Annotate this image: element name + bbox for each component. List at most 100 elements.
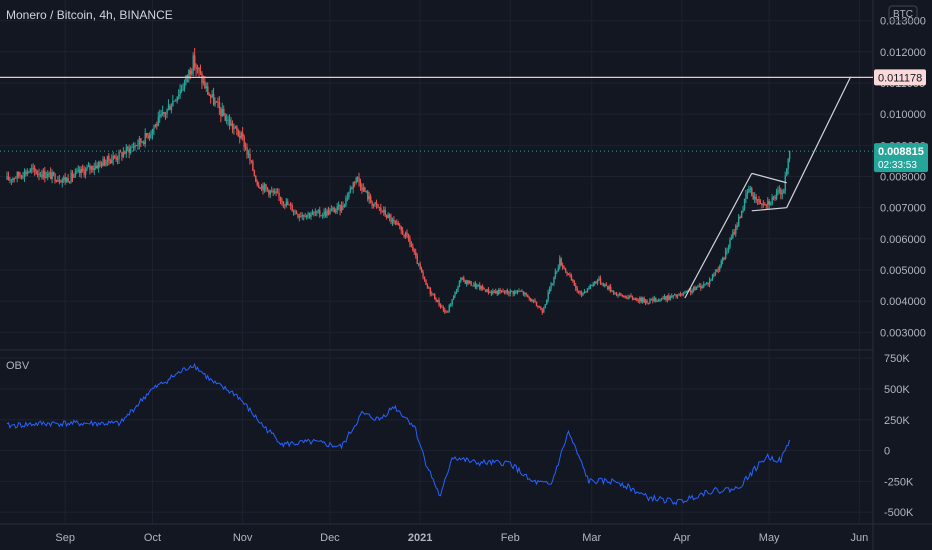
candle-body (674, 294, 676, 296)
candle-body (68, 181, 71, 183)
trendline-group[interactable] (684, 76, 852, 299)
candle-body (311, 212, 314, 215)
candle-body (489, 292, 491, 293)
candle-body (39, 174, 42, 176)
time-tick-label: Apr (673, 532, 690, 544)
price-tick-label: 0.003000 (880, 327, 926, 339)
candle-body (740, 211, 743, 219)
candle-body (70, 172, 72, 182)
candle-body (50, 172, 52, 180)
candle-body (95, 165, 97, 169)
candle-body (739, 217, 741, 219)
candle-body (594, 281, 596, 284)
candle-body (36, 173, 39, 175)
candle-body (359, 182, 362, 188)
candle-body (592, 283, 594, 286)
candle-body (368, 196, 370, 200)
obv-tick-label: 500K (884, 384, 910, 396)
candle-body (31, 168, 33, 170)
candle-body (425, 279, 427, 285)
candle-body (266, 187, 269, 190)
candle-body (332, 208, 334, 210)
candle-body (631, 296, 634, 299)
candle-body (432, 293, 434, 295)
time-tick-label: Feb (501, 532, 520, 544)
candle-body (308, 213, 311, 217)
candle-body (682, 293, 685, 295)
candle-body (173, 100, 176, 102)
trendline (751, 172, 787, 184)
candle-body (63, 177, 65, 180)
candle-body (242, 132, 244, 137)
candle-body (426, 284, 429, 288)
candle-body (713, 274, 715, 276)
candle-body (298, 215, 301, 218)
candle-body (387, 214, 389, 218)
candle-body (370, 196, 372, 203)
price-tick-label: 0.004000 (880, 296, 926, 308)
candle-body (51, 171, 53, 180)
candle-body (711, 274, 714, 280)
candle-body (390, 217, 392, 223)
time-tick-label: Sep (55, 532, 75, 544)
candle-body (468, 281, 471, 284)
trendline (751, 207, 787, 212)
candle-body (607, 286, 609, 290)
obv-axis[interactable]: 750K 500K 250K 0 -250K -500K (884, 353, 914, 519)
candle-body (205, 86, 208, 89)
candle-body (464, 280, 466, 284)
candle-body (28, 171, 30, 173)
candle-body (92, 166, 94, 170)
candle-body (276, 192, 279, 194)
candle-body (319, 210, 321, 216)
currency-badge[interactable]: BTC (888, 5, 918, 22)
candle-body (106, 155, 109, 163)
candle-body (554, 271, 557, 277)
candle-body (87, 165, 90, 168)
candle-body (450, 304, 452, 306)
candle-body (538, 307, 541, 308)
candle-body (240, 132, 242, 138)
candle-body (487, 289, 490, 293)
candle-body (403, 234, 405, 237)
candle-body (442, 307, 445, 310)
candle-body (735, 225, 737, 234)
candle-body (234, 126, 237, 129)
candle-body (633, 298, 635, 301)
candle-body (751, 188, 753, 196)
horizontal-line-group[interactable]: 0.011178 (0, 69, 926, 86)
candle-body (44, 170, 46, 178)
obv-label[interactable]: OBV (6, 360, 30, 372)
candle-body (553, 276, 555, 284)
symbol-title[interactable]: Monero / Bitcoin, 4h, BINANCE (6, 8, 173, 22)
obv-tick-label: -500K (884, 507, 914, 519)
candle-body (653, 297, 656, 301)
candle-body (211, 93, 213, 98)
candle-body (563, 267, 565, 269)
candle-body (239, 135, 241, 138)
candle-body (15, 177, 17, 179)
candle-body (678, 294, 680, 296)
candle-body (156, 124, 158, 126)
candle-body (185, 75, 187, 83)
candle-body (333, 208, 336, 213)
candle-body (506, 290, 509, 293)
candle-body (178, 94, 180, 97)
candle-body (287, 201, 289, 205)
candle-body (522, 291, 525, 295)
candle-body (452, 295, 455, 300)
candle-body (486, 289, 488, 293)
obv-tick-label: 0 (884, 446, 890, 458)
candle-body (383, 209, 385, 213)
candle-body (352, 182, 354, 189)
candle-body (687, 290, 689, 292)
candle-body (543, 308, 545, 313)
candle-body (515, 291, 517, 293)
candle-body (596, 279, 599, 283)
time-axis[interactable]: Sep Oct Nov Dec 2021 Feb Mar Apr May Jun (55, 532, 868, 544)
candle-body (279, 196, 282, 201)
resistance-tag (874, 69, 926, 86)
candle-body (48, 172, 50, 174)
candle-body (658, 299, 660, 302)
